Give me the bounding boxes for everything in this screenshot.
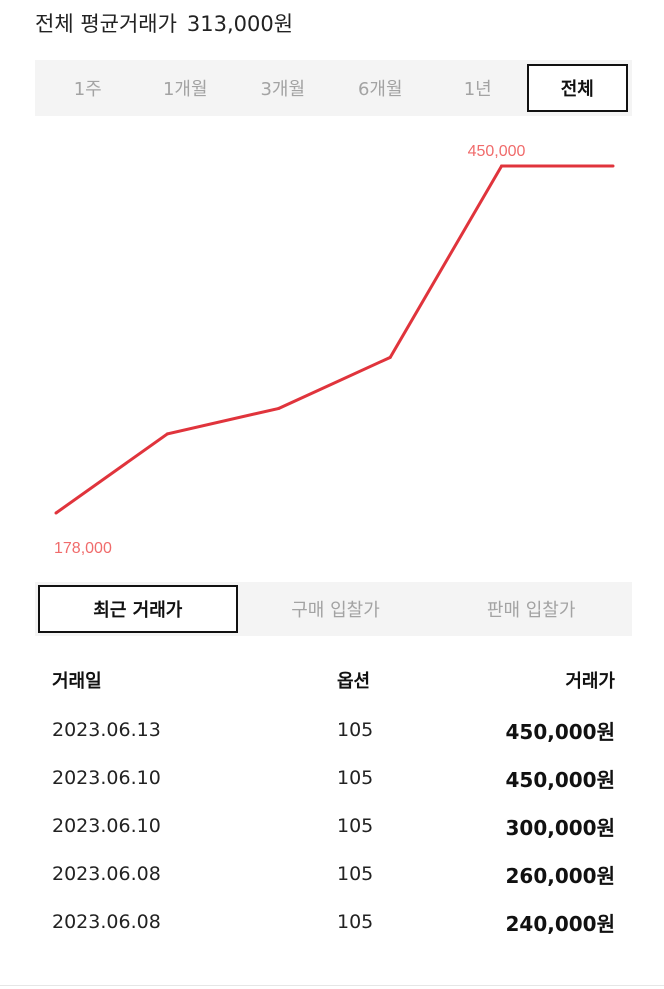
table-row: 2023.06.10 105 450,000원 [52, 754, 615, 802]
row-price: 240,000원 [505, 911, 616, 936]
table-row: 2023.06.08 105 240,000원 [52, 898, 615, 946]
row-option: 105 [337, 719, 374, 741]
price-point [165, 432, 169, 436]
row-price: 450,000원 [505, 719, 616, 744]
table-row: 2023.06.13 105 450,000원 [52, 706, 615, 754]
tab-sell-bids[interactable]: 판매 입찰가 [486, 600, 576, 621]
period-tab-1-month[interactable]: 1개월 [162, 79, 208, 100]
period-tab-1-year[interactable]: 1년 [463, 79, 492, 100]
average-price-summary: 전체 평균거래가 313,000원 [35, 8, 293, 38]
row-option: 105 [337, 911, 374, 933]
price-point [500, 164, 504, 168]
tab-recent-trades[interactable]: 최근 거래가 [38, 585, 238, 633]
price-series-line [55, 164, 613, 515]
table-row: 2023.06.08 105 260,000원 [52, 850, 615, 898]
price-chart: 450,000 178,000 [0, 128, 664, 568]
header-option: 옵션 [337, 671, 371, 692]
average-price-value: 313,000원 [186, 12, 294, 36]
price-point [611, 164, 615, 168]
period-tab-bar: 1주 1개월 3개월 6개월 1년 전체 [35, 60, 632, 116]
header-trade-date: 거래일 [52, 671, 102, 692]
trade-history-table: 거래일 옵션 거래가 2023.06.13 105 450,000원 2023.… [52, 660, 615, 946]
row-option: 105 [337, 815, 374, 837]
period-tab-all[interactable]: 전체 [526, 64, 628, 112]
row-date: 2023.06.08 [52, 911, 161, 933]
bottom-divider [0, 985, 664, 986]
trade-list-tab-bar: 최근 거래가 구매 입찰가 판매 입찰가 [35, 582, 632, 636]
row-price: 300,000원 [505, 815, 616, 840]
period-tab-1-week[interactable]: 1주 [73, 79, 102, 100]
row-date: 2023.06.08 [52, 863, 161, 885]
header-trade-price: 거래가 [565, 671, 615, 692]
price-point [388, 355, 392, 359]
row-price: 260,000원 [505, 863, 616, 888]
average-price-label: 전체 평균거래가 [35, 12, 177, 36]
price-line-chart: 450,000 178,000 [54, 143, 615, 557]
row-price: 450,000원 [505, 767, 616, 792]
row-date: 2023.06.10 [52, 815, 161, 837]
tab-buy-bids[interactable]: 구매 입찰가 [291, 600, 380, 621]
period-tab-6-months[interactable]: 6개월 [357, 79, 403, 100]
row-option: 105 [337, 863, 374, 885]
period-tab-3-months[interactable]: 3개월 [260, 79, 306, 100]
table-row: 2023.06.10 105 300,000원 [52, 802, 615, 850]
price-point [54, 511, 58, 515]
row-date: 2023.06.10 [52, 767, 161, 789]
price-point [277, 406, 281, 410]
max-price-label: 450,000 [468, 143, 526, 160]
min-price-label: 178,000 [54, 540, 112, 557]
table-header-row: 거래일 옵션 거래가 [52, 660, 615, 700]
row-option: 105 [337, 767, 374, 789]
row-date: 2023.06.13 [52, 719, 161, 741]
